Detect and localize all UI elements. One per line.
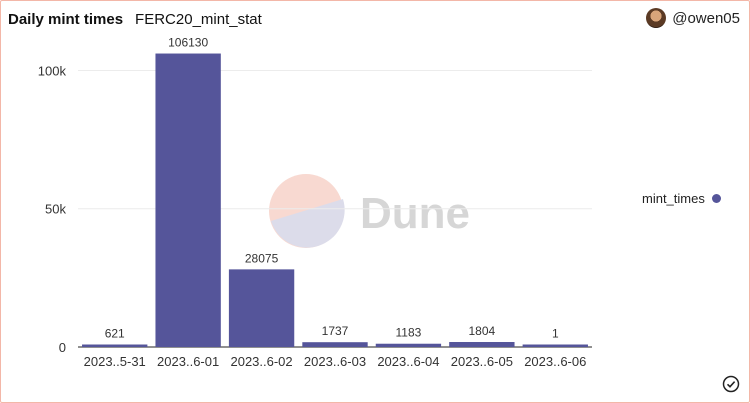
y-tick-label: 0 [59, 340, 66, 355]
chart-header: Daily mint times FERC20_mint_stat [8, 8, 262, 30]
check-icon[interactable] [722, 375, 740, 393]
data-label: 106130 [168, 36, 208, 50]
legend-label: mint_times [642, 191, 705, 206]
chart-title: Daily mint times [8, 10, 124, 28]
y-tick-label: 50k [45, 202, 66, 217]
x-tick-label: 2023..6-06 [524, 354, 586, 369]
author-badge[interactable]: @owen05 [646, 8, 740, 28]
y-axis: 0 50k 100k [38, 63, 67, 355]
legend-swatch [711, 194, 721, 203]
x-tick-label: 2023..6-01 [157, 354, 219, 369]
bar-series [82, 53, 588, 348]
author-name[interactable]: @owen05 [672, 9, 740, 27]
bar-2023..6-02[interactable] [228, 269, 295, 347]
data-label: 621 [105, 327, 125, 341]
x-tick-label: 2023..6-04 [377, 354, 439, 369]
bar-2023..6-04[interactable] [375, 343, 442, 347]
bar-2023..6-05[interactable] [449, 342, 515, 347]
legend-item-mint-times[interactable]: mint_times [642, 191, 721, 206]
data-label: 28075 [245, 251, 279, 265]
x-tick-label: 2023..6-03 [304, 354, 366, 369]
data-labels: 621 106130 28075 1737 1183 1804 1 [105, 36, 559, 341]
x-tick-label: 2023..6-02 [230, 354, 292, 369]
avatar [646, 8, 667, 28]
query-name[interactable]: FERC20_mint_stat [135, 10, 262, 28]
bar-2023..6-01[interactable] [155, 53, 221, 348]
y-tick-label: 100k [38, 63, 67, 78]
dune-logo-shade [271, 199, 345, 248]
dune-watermark: Dune [269, 174, 470, 248]
bar-2023..6-06[interactable] [522, 344, 588, 348]
data-label: 1804 [469, 324, 496, 338]
data-label: 1183 [396, 326, 422, 340]
bar-2023..5-31[interactable] [82, 344, 148, 348]
bar-2023..6-03[interactable] [302, 342, 368, 347]
x-axis: 2023..5-31 2023..6-01 2023..6-02 2023..6-03… [84, 354, 587, 369]
watermark-text: Dune [360, 189, 470, 238]
data-label: 1 [552, 327, 559, 341]
data-label: 1737 [322, 324, 349, 338]
x-tick-label: 2023..5-31 [84, 354, 146, 369]
x-tick-label: 2023..6-05 [451, 354, 513, 369]
grid-lines [78, 69, 592, 348]
